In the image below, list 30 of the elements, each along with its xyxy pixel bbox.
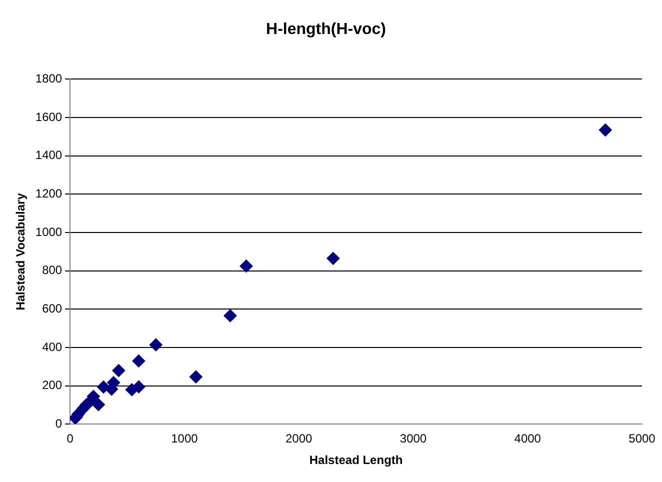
chart-title: H-length(H-voc) (266, 21, 386, 38)
point (125, 383, 138, 396)
y-tick-label: 200 (42, 378, 62, 392)
point (132, 354, 146, 368)
x-axis-title: Halstead Length (309, 453, 403, 468)
x-tick-label: 2000 (286, 432, 313, 446)
point (149, 338, 162, 352)
y-axis-title: Halstead Vocabulary (14, 192, 28, 310)
y-tick-label: 400 (42, 340, 62, 354)
point (96, 380, 110, 394)
y-tick-label: 0 (55, 416, 62, 431)
y-tick-label: 1200 (35, 186, 62, 201)
point (326, 252, 340, 265)
y-tick-label: 1000 (35, 224, 62, 239)
point (224, 309, 237, 322)
x-tick-label: 5000 (628, 432, 656, 446)
y-tick-label: 1600 (35, 110, 62, 124)
point (240, 260, 253, 273)
point (92, 398, 105, 412)
y-tick-label: 1400 (35, 148, 62, 162)
y-tick-label: 800 (42, 263, 62, 278)
x-tick-label: 0 (66, 432, 74, 446)
x-tick-label: 1000 (171, 432, 198, 446)
x-tick-label: 4000 (514, 432, 542, 446)
point (112, 364, 126, 378)
point (189, 370, 202, 384)
y-tick-label: 600 (42, 302, 62, 316)
x-tick-label: 3000 (400, 432, 427, 446)
y-tick-label: 1800 (35, 72, 62, 86)
point (598, 123, 612, 136)
